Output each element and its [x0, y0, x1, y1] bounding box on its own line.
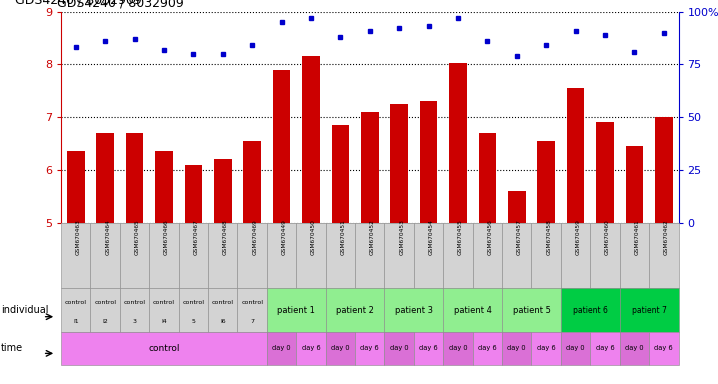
Text: GSM670456: GSM670456	[488, 220, 493, 255]
Text: GSM670464: GSM670464	[105, 220, 110, 255]
Text: control: control	[241, 300, 264, 305]
Text: GSM670458: GSM670458	[546, 220, 551, 255]
Bar	[479, 133, 496, 223]
Text: day 6: day 6	[537, 346, 556, 351]
Text: control: control	[212, 300, 234, 305]
Text: day 0: day 0	[272, 346, 291, 351]
Text: patient 2: patient 2	[336, 306, 374, 314]
Bar	[185, 165, 202, 223]
Text: GDS4240 / 8032909: GDS4240 / 8032909	[57, 0, 185, 10]
Bar	[625, 146, 643, 223]
Bar	[655, 117, 673, 223]
Text: control: control	[123, 300, 146, 305]
Bar	[567, 88, 584, 223]
Bar	[508, 191, 526, 223]
Bar	[96, 133, 114, 223]
Text: GSM670453: GSM670453	[399, 220, 404, 255]
Text: time: time	[1, 343, 23, 354]
Text: day 6: day 6	[360, 346, 379, 351]
Text: control: control	[65, 300, 87, 305]
Bar	[537, 141, 555, 223]
Text: day 6: day 6	[419, 346, 438, 351]
Bar	[302, 56, 320, 223]
Text: GSM670469: GSM670469	[252, 220, 257, 255]
Text: l6: l6	[220, 319, 225, 324]
Text: individual: individual	[1, 305, 48, 315]
Text: GSM670457: GSM670457	[517, 220, 522, 255]
Bar	[332, 125, 349, 223]
Text: control: control	[148, 344, 180, 353]
Text: patient 6: patient 6	[573, 306, 607, 314]
Text: GSM670454: GSM670454	[429, 220, 434, 255]
Text: 3: 3	[133, 319, 136, 324]
Text: GSM670467: GSM670467	[193, 220, 198, 255]
Bar	[155, 151, 173, 223]
Bar	[596, 122, 614, 223]
Bar	[361, 112, 378, 223]
Text: control: control	[153, 300, 175, 305]
Text: GSM670468: GSM670468	[223, 220, 228, 255]
Text: GSM670465: GSM670465	[134, 220, 139, 255]
Text: day 6: day 6	[596, 346, 615, 351]
Bar	[273, 70, 290, 223]
Text: day 0: day 0	[390, 346, 409, 351]
Text: patient 4: patient 4	[454, 306, 492, 314]
Text: control: control	[182, 300, 205, 305]
Text: l4: l4	[161, 319, 167, 324]
Text: l2: l2	[102, 319, 108, 324]
Bar	[391, 104, 408, 223]
Bar	[420, 101, 437, 223]
Bar	[67, 151, 85, 223]
Text: GDS4240 / 8032909: GDS4240 / 8032909	[14, 0, 141, 6]
Text: patient 1: patient 1	[277, 306, 315, 314]
Text: GSM670463: GSM670463	[75, 220, 80, 255]
Text: 5: 5	[192, 319, 195, 324]
Text: day 6: day 6	[302, 346, 320, 351]
Text: day 0: day 0	[449, 346, 467, 351]
Text: day 6: day 6	[655, 346, 673, 351]
Text: day 0: day 0	[331, 346, 350, 351]
Text: 7: 7	[250, 319, 254, 324]
Text: GSM670461: GSM670461	[635, 220, 640, 255]
Text: GSM670459: GSM670459	[576, 220, 581, 255]
Text: day 0: day 0	[508, 346, 526, 351]
Bar	[449, 63, 467, 223]
Text: GSM670449: GSM670449	[281, 220, 286, 255]
Text: GSM670450: GSM670450	[311, 220, 316, 255]
Bar	[243, 141, 261, 223]
Text: GSM670452: GSM670452	[370, 220, 375, 255]
Text: patient 3: patient 3	[395, 306, 433, 314]
Text: day 0: day 0	[567, 346, 585, 351]
Text: l1: l1	[73, 319, 78, 324]
Text: GSM670451: GSM670451	[340, 220, 345, 255]
Text: day 0: day 0	[625, 346, 644, 351]
Text: control: control	[94, 300, 116, 305]
Text: patient 5: patient 5	[513, 306, 551, 314]
Text: day 6: day 6	[478, 346, 497, 351]
Text: GSM670462: GSM670462	[664, 220, 668, 255]
Text: patient 7: patient 7	[632, 306, 666, 314]
Bar	[214, 159, 232, 223]
Text: GSM670460: GSM670460	[605, 220, 610, 255]
Text: GSM670466: GSM670466	[164, 220, 169, 255]
Text: GSM670455: GSM670455	[458, 220, 463, 255]
Bar	[126, 133, 144, 223]
